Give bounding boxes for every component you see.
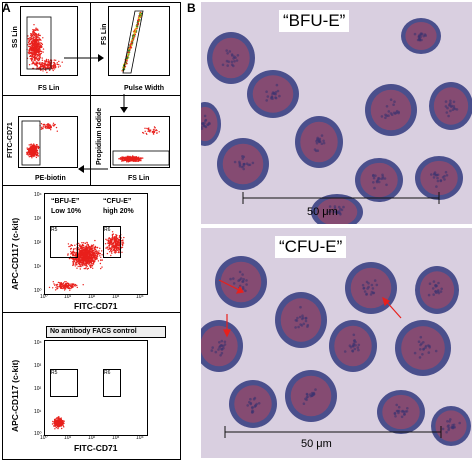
plot3-ylabel: FITC-CD71 — [7, 122, 14, 158]
plot4-scatter — [112, 126, 169, 166]
plot5-xtick: 10⁴ — [136, 294, 144, 300]
panel-b-letter: B — [187, 1, 196, 15]
plot6-xlabel: FITC-CD71 — [74, 443, 118, 453]
plot5-xtick: 10⁰ — [40, 294, 48, 300]
plot5-xlabel: FITC-CD71 — [74, 301, 118, 311]
gate-r6-control-label: R6 — [104, 370, 111, 376]
cfu-label: “CFU-E” — [103, 198, 132, 205]
plot5-xtick: 10³ — [112, 294, 120, 300]
red-arrow-2-head — [223, 329, 231, 338]
plot6-ytick: 10⁰ — [34, 431, 42, 437]
micrograph-cfu-e-title: “CFU-E” — [275, 236, 347, 258]
red-arrow-1-head — [235, 285, 244, 294]
plot5-area: R5 R6 “BFU-E” Low 10% “CFU-E” high 20% — [44, 193, 148, 295]
plot5-ylabel: APC-CD117 (c-kit) — [10, 217, 20, 290]
plot4-ylabel-line1: Propidium Iodide — [96, 107, 103, 165]
arrows-cfu-e — [218, 279, 244, 338]
plot6-ylabel: APC-CD117 (c-kit) — [10, 359, 20, 432]
gate-r5 — [50, 226, 78, 258]
plot6-area: R5 R6 — [44, 340, 148, 436]
plot4-xlabel: FS Lin — [128, 175, 150, 182]
arrow-plot4-to-plot3 — [78, 165, 108, 173]
plot5-scatter — [48, 231, 125, 291]
scale-bar-bottom — [224, 426, 442, 438]
plot6-ytick: 10² — [34, 386, 42, 392]
plot6-xticks: 10⁰ 10¹ 10² 10³ 10⁴ — [40, 435, 150, 443]
plot4-area — [110, 116, 170, 168]
gate-r5-control-label: R5 — [51, 370, 58, 376]
plot6-ytick: 10¹ — [34, 409, 42, 415]
red-arrow-3-head — [382, 296, 391, 307]
arrow-plot2-to-plot4 — [120, 94, 128, 113]
plot2-ylabel: FS Lin — [101, 23, 108, 45]
plot2-scatter — [121, 10, 144, 74]
plot1-xlabel: FS Lin — [38, 85, 60, 92]
plot5-xtick: 10² — [88, 294, 96, 300]
plot5-xtick: 10¹ — [64, 294, 72, 300]
gate-r5-control — [50, 369, 78, 397]
panel-a-divider-v — [90, 2, 91, 186]
scale-label-bottom: 50 μm — [301, 438, 332, 450]
plot1-ylabel: SS Lin — [12, 26, 19, 48]
plot3-area — [18, 116, 78, 168]
micrograph-cfu-e-image — [201, 228, 472, 458]
plot5-ytick: 10³ — [34, 216, 42, 222]
plot6-xtick: 10² — [88, 435, 96, 441]
panel-a-divider-h2 — [2, 185, 180, 186]
plot3-xlabel: PE-biotin — [35, 175, 66, 182]
panel-a-divider-h1 — [2, 95, 180, 96]
plot5-ytick: 10⁰ — [34, 288, 42, 294]
plot6-scatter — [51, 416, 65, 430]
gate-r5-label: R5 — [51, 227, 58, 233]
arrow-cfu-e-right — [382, 296, 402, 319]
micrograph-bfu-e-image — [201, 2, 472, 224]
plot6-xtick: 10⁰ — [40, 435, 48, 441]
cfu-pct: high 20% — [103, 208, 134, 215]
plot6-ytick: 10⁴ — [34, 340, 42, 346]
micrograph-bfu-e: “BFU-E” 50 μm — [201, 2, 472, 224]
plot5-ytick: 10⁴ — [34, 192, 42, 198]
panel-a-letter: A — [2, 1, 11, 15]
plot2-xlabel: Pulse Width — [124, 85, 164, 92]
plot6-xtick: 10⁴ — [136, 435, 144, 441]
plot6-xtick: 10³ — [112, 435, 120, 441]
panel-a-divider-h3 — [2, 312, 180, 313]
plot1-scatter — [26, 16, 63, 74]
plot2-area — [108, 6, 170, 76]
scale-label-top: 50 μm — [307, 206, 338, 218]
bfu-label: “BFU-E” — [51, 198, 80, 205]
gate-r6-label: R6 — [104, 227, 111, 233]
gate-r6 — [103, 226, 121, 258]
micrograph-cfu-e: “CFU-E” 50 μm — [201, 228, 472, 458]
plot1-area — [20, 6, 78, 76]
plot5-xticks: 10⁰ 10¹ 10² 10³ 10⁴ — [40, 294, 150, 302]
scale-bar-top — [242, 192, 440, 204]
plot6-title: No antibody FACS control — [50, 328, 137, 335]
plot5-ytick: 10¹ — [34, 264, 42, 270]
bfu-pct: Low 10% — [51, 208, 81, 215]
plot6-ytick: 10³ — [34, 363, 42, 369]
plot3-scatter — [21, 120, 58, 166]
arrow-plot1-to-plot2 — [64, 54, 104, 62]
plot6-yticks: 10⁴ 10³ 10² 10¹ 10⁰ — [34, 340, 44, 437]
plot6-title-box: No antibody FACS control — [46, 326, 166, 338]
micrograph-bfu-e-title: “BFU-E” — [279, 10, 350, 32]
gate-r6-control — [103, 369, 121, 397]
plot5-yticks: 10⁴ 10³ 10² 10¹ 10⁰ — [34, 192, 44, 294]
plot6-xtick: 10¹ — [64, 435, 72, 441]
plot5-ytick: 10² — [34, 240, 42, 246]
